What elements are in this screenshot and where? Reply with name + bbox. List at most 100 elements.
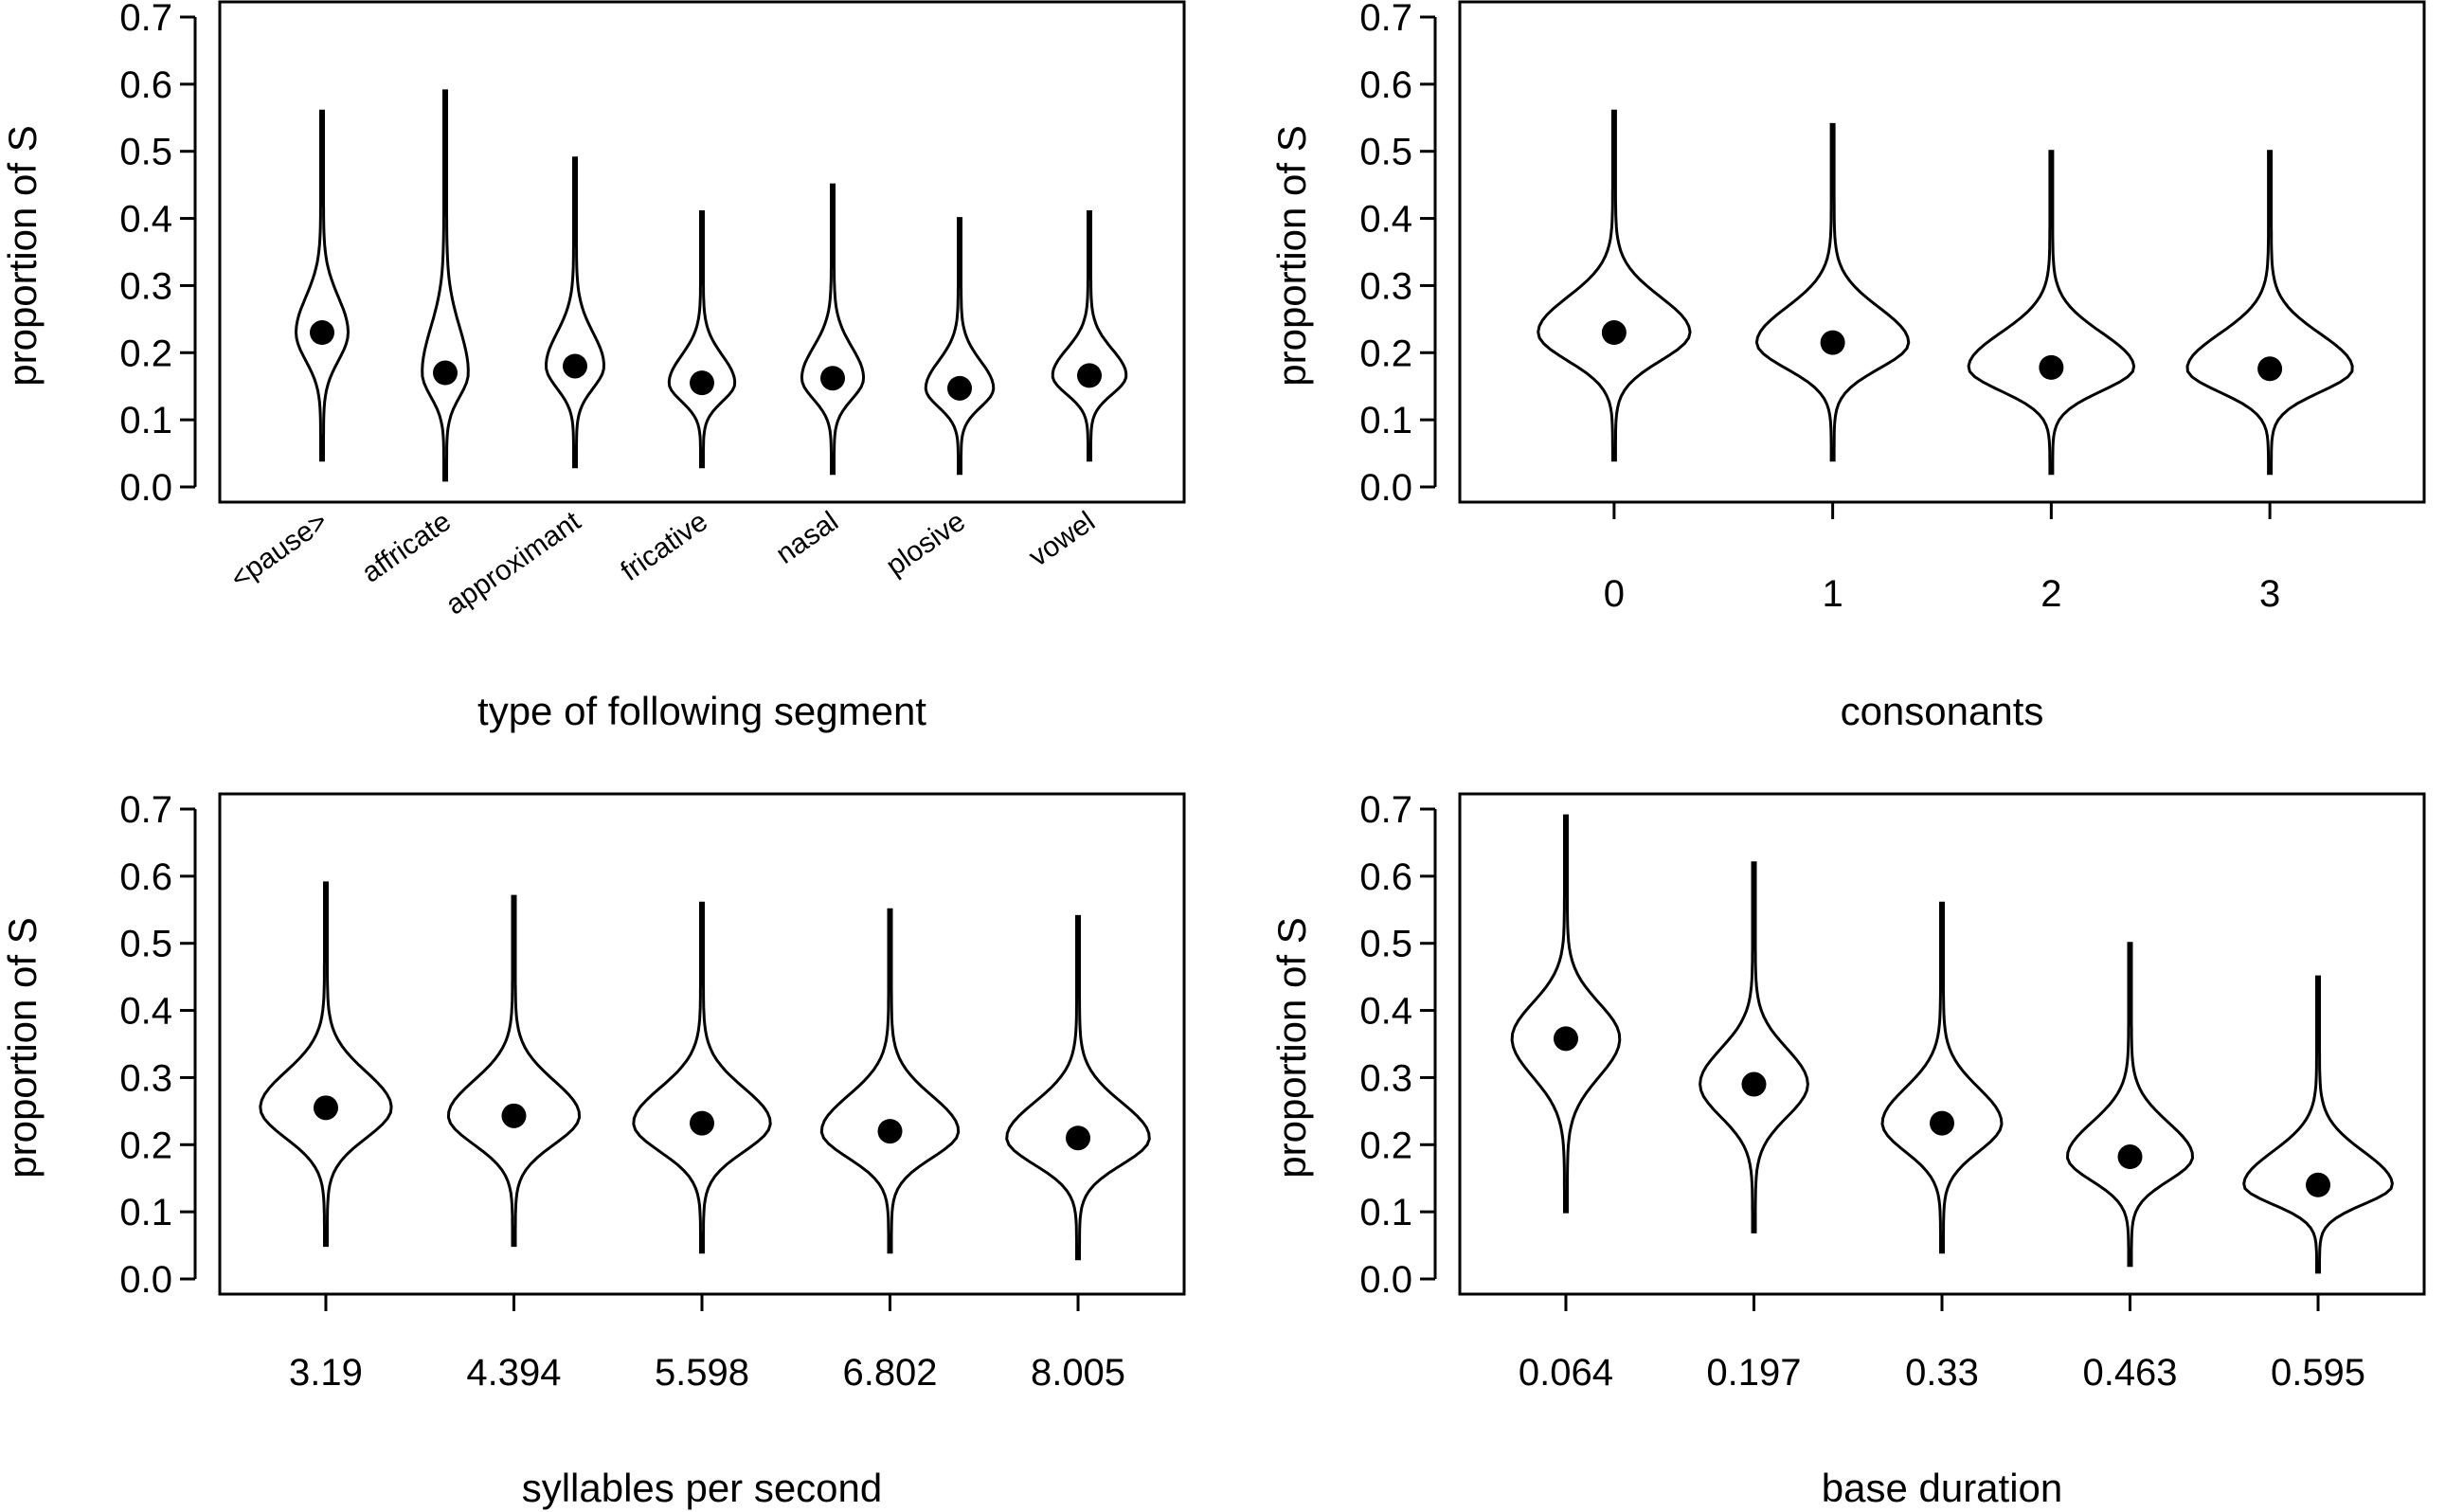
y-tick-label: 0.4: [119, 199, 172, 241]
x-tick-label: nasal: [770, 506, 844, 570]
y-tick-label: 0.6: [119, 64, 172, 106]
x-tick-label: 2: [2041, 573, 2061, 615]
x-tick-label: 0.595: [2271, 1352, 2365, 1394]
x-axis: 3.19 4.394 5.598 6.802 8.005: [289, 1292, 1125, 1394]
violin-shape: [632, 901, 772, 1254]
y-tick-label: 0.1: [119, 400, 172, 441]
x-tick-label: 3.19: [289, 1352, 363, 1394]
x-tick-label: 5.598: [655, 1352, 749, 1394]
violin-shape: [446, 894, 582, 1248]
x-tick-label: 3: [2259, 573, 2280, 615]
violin-shape: [421, 89, 470, 482]
y-tick-label: 0.6: [1359, 64, 1412, 106]
x-tick-label: plosive: [881, 506, 971, 583]
y-tick-label: 0.7: [1359, 789, 1412, 831]
x-axis: 0 1 2 3: [1604, 500, 2280, 615]
violin-shape: [259, 881, 393, 1248]
y-tick-label: 0.7: [1359, 0, 1412, 39]
x-axis-title: consonants: [1841, 689, 2044, 733]
y-tick-label: 0.1: [1359, 400, 1412, 441]
median-point: [433, 360, 458, 386]
x-axis-title: base duration: [1822, 1466, 2063, 1510]
median-point: [1930, 1110, 1954, 1136]
violin-group: [1537, 109, 2354, 476]
y-tick-label: 0.1: [1359, 1192, 1412, 1233]
y-tick-label: 0.7: [119, 789, 172, 831]
y-tick-label: 0.7: [119, 0, 172, 39]
y-tick-label: 0.0: [1359, 467, 1412, 509]
violin-shape: [800, 183, 866, 476]
violin-shape: [2065, 942, 2195, 1268]
y-tick-label: 0.6: [1359, 856, 1412, 898]
y-tick-label: 0.2: [119, 333, 172, 374]
median-point: [313, 1095, 338, 1121]
x-axis-title: syllables per second: [522, 1466, 883, 1510]
median-point: [1066, 1125, 1091, 1151]
x-tick-label: 6.802: [842, 1352, 937, 1394]
x-tick-label: vowel: [1023, 506, 1101, 573]
median-point: [1553, 1026, 1578, 1052]
median-point: [310, 320, 334, 346]
x-tick-label: 0.463: [2082, 1352, 2177, 1394]
violin-shape: [1005, 914, 1151, 1261]
median-point: [2117, 1144, 2143, 1170]
y-tick-label: 0.4: [1359, 199, 1412, 241]
y-axis: 0.0 0.1 0.2 0.3 0.4 0.5 0.6 0.7: [1359, 789, 1437, 1301]
y-tick-label: 0.3: [1359, 1057, 1412, 1099]
y-tick-label: 0.5: [1359, 132, 1412, 173]
x-tick-label: 0.197: [1706, 1352, 1801, 1394]
x-tick-label: fricative: [615, 506, 713, 587]
y-tick-label: 0.1: [119, 1192, 172, 1233]
plot-frame: [218, 0, 1186, 504]
median-point: [820, 366, 845, 391]
y-tick-label: 0.4: [119, 991, 172, 1033]
x-tick-label: affricate: [356, 506, 457, 589]
violin-shape: [544, 156, 606, 469]
y-tick-label: 0.2: [1359, 333, 1412, 374]
y-axis: 0.0 0.1 0.2 0.3 0.4 0.5 0.6 0.7: [1359, 0, 1437, 509]
plot-frame: [218, 792, 1186, 1296]
violin-shape: [1537, 109, 1692, 462]
x-tick-label: 8.005: [1031, 1352, 1125, 1394]
median-point: [2039, 354, 2064, 380]
x-axis: 0.064 0.197 0.33 0.463 0.595: [1519, 1292, 2365, 1394]
y-tick-label: 0.3: [119, 265, 172, 307]
panel-base-duration: 0.00.10.20.30.40.50.60.7 0.064 0.197 0.33 0…: [1269, 789, 2426, 1510]
x-tick-label: 4.394: [466, 1352, 561, 1394]
violin-shape: [2185, 150, 2354, 476]
y-axis: 0.0 0.1 0.2 0.3 0.4 0.5 0.6 0.7: [119, 0, 197, 509]
y-axis-title: proportion of S: [1269, 125, 1314, 387]
median-point: [690, 1110, 714, 1136]
panel-following-segment: 0.0 0.1 0.2 0.3 0.4 0.5 0.6 0.7 <pause> affricat…: [0, 0, 1186, 733]
y-axis-title: proportion of S: [1269, 917, 1314, 1179]
y-tick-label: 0.0: [1359, 1259, 1412, 1301]
median-point: [2257, 356, 2283, 382]
median-point: [690, 370, 714, 396]
x-tick-label: 0: [1604, 573, 1625, 615]
y-axis-title: proportion of S: [0, 125, 45, 387]
violin-shape: [667, 210, 737, 469]
violin-shape: [1510, 814, 1622, 1214]
y-tick-label: 0.3: [119, 1057, 172, 1099]
median-point: [501, 1103, 527, 1128]
violin-shape: [1699, 861, 1809, 1233]
violin-group: [1510, 814, 2394, 1274]
y-axis-title: proportion of S: [0, 917, 45, 1179]
panel-syllables-per-second: 0.0 0.1 0.2 0.3 0.4 0.5 0.6 0.7 3.19 4.394 5.598 6…: [0, 789, 1186, 1510]
median-point: [1820, 330, 1845, 355]
plot-frame: [1458, 0, 2426, 504]
panel-consonants: 0.0 0.1 0.2 0.3 0.4 0.5 0.6 0.7 0 1 2 3 proportion…: [1269, 0, 2426, 733]
median-point: [1741, 1071, 1767, 1097]
median-point: [877, 1119, 903, 1144]
x-axis-title: type of following segment: [477, 689, 926, 733]
y-tick-label: 0.0: [119, 1259, 172, 1301]
y-tick-label: 0.2: [1359, 1125, 1412, 1166]
violin-shape: [294, 109, 351, 462]
median-point: [947, 375, 972, 401]
y-tick-label: 0.4: [1359, 991, 1412, 1033]
x-tick-label: approximant: [440, 505, 587, 621]
y-tick-label: 0.6: [119, 856, 172, 898]
violin-shape: [924, 217, 996, 476]
